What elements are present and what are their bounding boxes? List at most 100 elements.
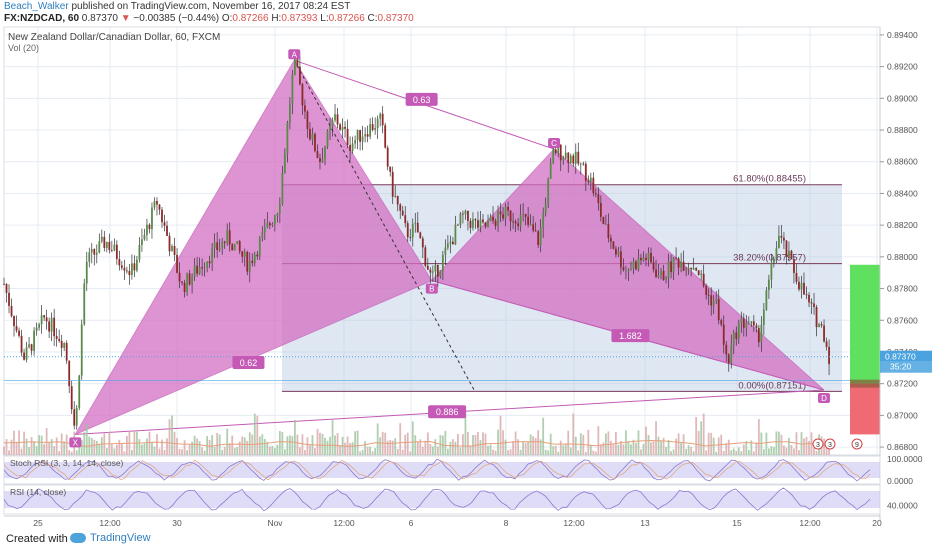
candle-body xyxy=(88,252,91,262)
candle-body xyxy=(441,254,444,271)
candle-body xyxy=(620,251,622,268)
candle-body xyxy=(409,237,412,238)
candle-body xyxy=(625,270,627,271)
candle-body xyxy=(750,321,753,323)
volume-bar xyxy=(291,436,294,455)
volume-bar xyxy=(424,440,427,455)
volume-bar xyxy=(236,447,239,455)
volume-bar xyxy=(389,440,392,455)
volume-bar xyxy=(803,438,805,455)
candle-body xyxy=(248,260,251,272)
volume-bar xyxy=(391,440,394,455)
volume-bar xyxy=(319,432,321,455)
volume-bar xyxy=(823,438,825,455)
close-label: C: xyxy=(367,13,378,24)
candle-body xyxy=(717,298,720,321)
volume-bar xyxy=(494,450,497,455)
volume-bar xyxy=(8,450,10,455)
volume-bar xyxy=(647,435,650,455)
candle-body xyxy=(780,235,783,238)
volume-bar xyxy=(737,447,740,455)
footer: Created with TradingView xyxy=(0,529,932,550)
candle-body xyxy=(509,210,512,222)
candle-body xyxy=(123,267,126,271)
volume-bar xyxy=(544,449,547,455)
volume-bar xyxy=(356,430,359,455)
volume-bar xyxy=(120,443,123,455)
time-axis[interactable]: 25 12:00 30 Nov 12:00 6 8 12:00 13 15 12:00 20 xyxy=(4,515,882,528)
candle-body xyxy=(813,303,815,308)
candle-body xyxy=(130,263,133,276)
candle-body xyxy=(549,162,552,179)
volume-bar xyxy=(727,439,730,455)
candle-body xyxy=(314,133,316,152)
volume-bar xyxy=(479,440,482,455)
take-profit-zone[interactable] xyxy=(850,264,880,384)
volume-bar xyxy=(68,450,71,455)
volume-bar xyxy=(396,448,399,455)
volume-bar xyxy=(326,440,329,455)
price-axis[interactable]: 0.89400 0.89200 0.89000 0.88800 0.88600 0.884… xyxy=(879,27,932,520)
volume-ma-line xyxy=(3,440,830,448)
candle-body xyxy=(379,113,382,119)
candle-body xyxy=(226,230,229,244)
volume-bar xyxy=(730,450,733,455)
volume-bar xyxy=(339,445,341,455)
volume-bar xyxy=(735,450,738,455)
long-position-tool[interactable] xyxy=(850,264,880,435)
volume-bar xyxy=(63,441,66,455)
volume-bar xyxy=(171,415,173,455)
candle-body xyxy=(755,325,758,328)
volume-bar xyxy=(752,451,755,455)
candle-body xyxy=(243,252,246,257)
volume-bar xyxy=(584,451,587,455)
volume-bar xyxy=(344,442,346,455)
candle-body xyxy=(564,152,567,159)
volume-bar xyxy=(208,439,211,455)
candle-body xyxy=(55,336,58,339)
candle-body xyxy=(647,253,650,260)
candle-body xyxy=(236,241,239,244)
candle-body xyxy=(105,241,108,248)
volume-bar xyxy=(123,451,126,455)
tradingview-link[interactable]: TradingView xyxy=(70,532,151,544)
volume-bar xyxy=(309,445,311,455)
volume-bar xyxy=(574,436,577,455)
volume-bar xyxy=(808,440,810,455)
candle-body xyxy=(552,149,555,163)
close-value: 0.87370 xyxy=(377,13,414,24)
volume-bar xyxy=(113,448,116,455)
candle-body xyxy=(271,223,274,226)
candle-body xyxy=(329,126,331,132)
volume-bar xyxy=(612,443,615,455)
price-tick-label: 0.89400 xyxy=(887,30,918,40)
candle-body xyxy=(406,223,409,238)
event-badge[interactable] xyxy=(812,438,824,450)
event-badge[interactable] xyxy=(824,438,836,450)
volume-bar xyxy=(780,434,783,455)
candle-body xyxy=(462,213,464,215)
author-link[interactable]: Beach_Walker xyxy=(4,1,69,12)
time-tick-label: 12:00 xyxy=(799,518,821,528)
candle-body xyxy=(414,222,417,224)
stop-loss-zone[interactable] xyxy=(850,383,880,435)
candle-body xyxy=(20,335,23,353)
candle-body xyxy=(183,282,186,292)
volume-bar xyxy=(241,436,244,455)
volume-bar xyxy=(667,440,670,455)
volume-bar xyxy=(527,441,530,455)
candle-body xyxy=(191,276,193,285)
volume-bar xyxy=(153,446,156,455)
event-badge[interactable] xyxy=(851,438,863,450)
candle-body xyxy=(504,206,507,219)
candle-body xyxy=(685,269,688,271)
candle-body xyxy=(25,347,28,360)
volume-bar xyxy=(401,449,404,455)
candle-body xyxy=(10,305,13,316)
volume-bar xyxy=(509,449,512,455)
oscillator-label: RSI (14, close) xyxy=(10,487,66,497)
volume-bar xyxy=(725,443,728,455)
candle-body xyxy=(735,332,738,339)
volume-bar xyxy=(492,449,494,455)
